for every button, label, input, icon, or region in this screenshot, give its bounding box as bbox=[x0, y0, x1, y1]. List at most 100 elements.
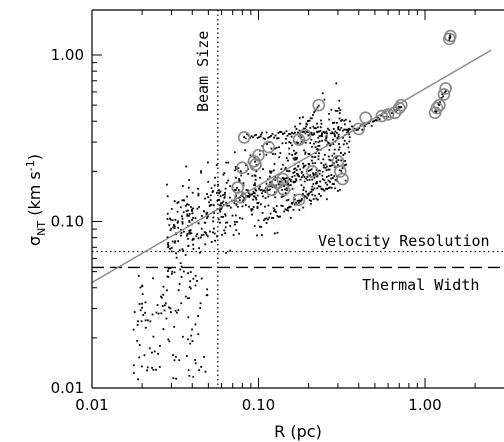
data-point bbox=[239, 170, 242, 173]
data-point bbox=[200, 277, 203, 280]
data-point bbox=[325, 137, 328, 140]
data-point bbox=[317, 169, 320, 172]
data-point bbox=[340, 159, 343, 162]
data-point bbox=[293, 158, 296, 161]
circled-point bbox=[336, 172, 349, 186]
data-point bbox=[279, 152, 282, 154]
data-point bbox=[250, 208, 253, 211]
data-point bbox=[188, 179, 191, 181]
data-point bbox=[317, 185, 320, 188]
data-point bbox=[234, 223, 236, 226]
data-point bbox=[219, 190, 222, 193]
data-point bbox=[141, 285, 144, 288]
data-point bbox=[253, 192, 256, 195]
data-point bbox=[337, 128, 340, 131]
data-point bbox=[313, 132, 316, 135]
data-point bbox=[179, 268, 182, 271]
data-point bbox=[305, 125, 307, 128]
data-point bbox=[161, 296, 163, 299]
circled-point bbox=[265, 183, 278, 197]
data-point bbox=[223, 172, 226, 174]
data-point bbox=[213, 184, 216, 187]
circled-point bbox=[433, 98, 446, 112]
data-point bbox=[441, 93, 444, 96]
data-point bbox=[206, 211, 209, 214]
data-point bbox=[273, 210, 276, 212]
data-point bbox=[189, 232, 192, 235]
data-point bbox=[298, 209, 301, 211]
data-point bbox=[189, 280, 192, 283]
data-point bbox=[217, 218, 220, 221]
data-point bbox=[295, 158, 298, 161]
data-point bbox=[311, 193, 314, 196]
data-point bbox=[293, 194, 296, 196]
data-point bbox=[205, 213, 208, 216]
data-point bbox=[327, 179, 330, 182]
data-point bbox=[291, 202, 293, 204]
data-point bbox=[173, 227, 176, 230]
data-point bbox=[320, 122, 323, 125]
data-point bbox=[380, 114, 382, 117]
data-point bbox=[173, 225, 176, 228]
data-point bbox=[293, 168, 296, 170]
data-point bbox=[298, 201, 300, 204]
data-point bbox=[343, 128, 346, 131]
data-point bbox=[194, 284, 197, 287]
data-point bbox=[311, 185, 314, 188]
data-point bbox=[305, 177, 307, 180]
data-point bbox=[283, 185, 286, 187]
data-point bbox=[177, 220, 179, 223]
data-point bbox=[274, 196, 277, 199]
data-point bbox=[211, 191, 214, 193]
data-point bbox=[300, 140, 303, 143]
data-point bbox=[192, 237, 194, 240]
data-point bbox=[400, 106, 403, 108]
data-point bbox=[333, 175, 336, 178]
data-point bbox=[309, 127, 312, 129]
data-point bbox=[257, 219, 260, 222]
data-point bbox=[307, 192, 310, 195]
data-point bbox=[132, 372, 135, 374]
data-point bbox=[289, 180, 292, 183]
circled-point bbox=[298, 128, 312, 142]
thermal-width-label: Thermal Width bbox=[362, 276, 479, 294]
data-point bbox=[337, 164, 339, 166]
data-point bbox=[323, 189, 326, 192]
data-point bbox=[173, 224, 175, 226]
data-point bbox=[396, 109, 399, 111]
data-point bbox=[299, 200, 302, 203]
data-point bbox=[185, 234, 188, 237]
data-point bbox=[226, 221, 229, 224]
data-point bbox=[133, 311, 136, 313]
data-point bbox=[210, 241, 213, 243]
data-point bbox=[262, 219, 265, 222]
data-point bbox=[286, 170, 289, 172]
data-point bbox=[336, 110, 339, 112]
data-point bbox=[225, 252, 227, 254]
data-point bbox=[311, 162, 314, 165]
circled-point bbox=[444, 29, 457, 43]
data-point bbox=[336, 137, 339, 139]
data-point bbox=[287, 182, 290, 185]
data-point bbox=[184, 295, 187, 298]
data-point bbox=[313, 174, 315, 177]
data-point bbox=[294, 131, 296, 134]
data-point bbox=[132, 364, 135, 367]
data-point bbox=[142, 314, 145, 316]
data-point bbox=[310, 168, 313, 171]
data-point bbox=[261, 192, 263, 195]
data-point bbox=[151, 351, 153, 354]
data-point bbox=[269, 212, 272, 215]
data-point bbox=[224, 187, 227, 190]
data-point bbox=[312, 173, 315, 176]
data-point bbox=[139, 309, 142, 312]
data-point bbox=[285, 142, 287, 145]
data-point bbox=[288, 177, 291, 180]
data-point bbox=[295, 128, 298, 130]
data-point bbox=[144, 311, 147, 314]
data-point bbox=[278, 180, 281, 183]
circled-point bbox=[334, 165, 347, 178]
data-point bbox=[285, 187, 288, 190]
data-point bbox=[304, 151, 307, 154]
data-point bbox=[288, 205, 291, 208]
